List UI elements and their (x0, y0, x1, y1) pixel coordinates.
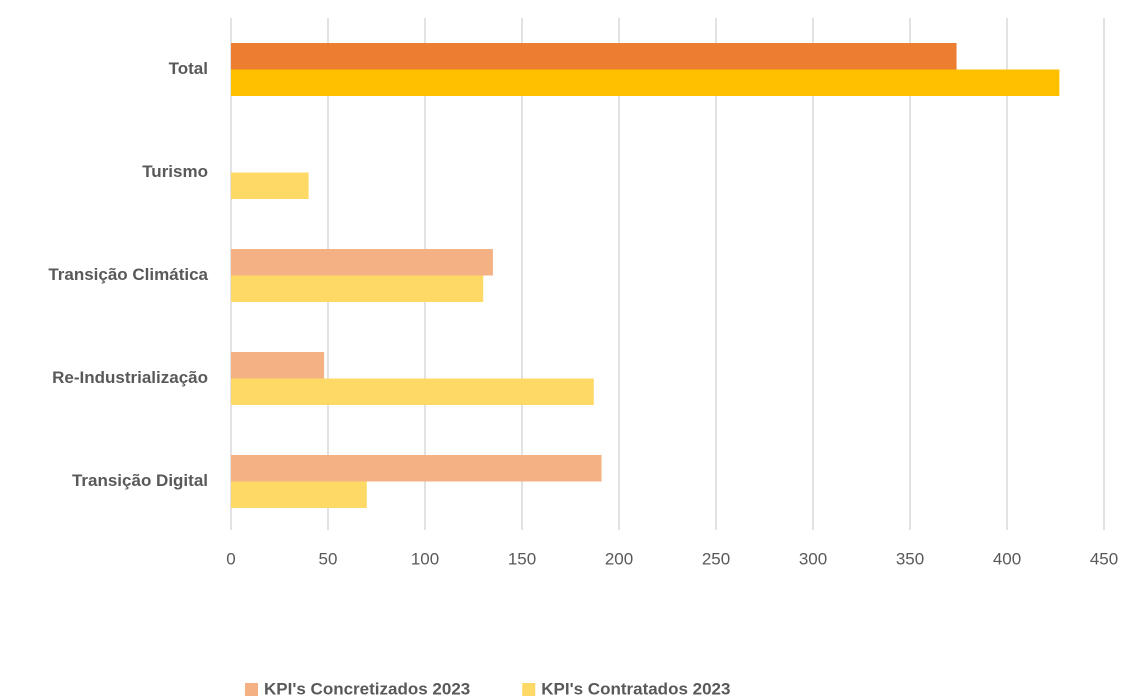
legend-swatch (245, 683, 258, 696)
bar (231, 352, 325, 379)
legend-label: KPI's Concretizados 2023 (264, 679, 470, 698)
x-tick-label: 100 (411, 549, 439, 568)
legend-label: KPI's Contratados 2023 (541, 679, 730, 698)
bar (231, 249, 493, 276)
bar (231, 43, 957, 70)
x-tick-label: 200 (605, 549, 633, 568)
bar (231, 69, 1060, 96)
x-tick-label: 250 (702, 549, 730, 568)
x-tick-label: 300 (799, 549, 827, 568)
x-tick-label: 450 (1090, 549, 1118, 568)
bar (231, 481, 367, 508)
x-tick-label: 50 (319, 549, 338, 568)
y-tick-label: Transição Climática (48, 265, 208, 284)
x-tick-label: 350 (896, 549, 924, 568)
y-tick-label: Turismo (142, 162, 208, 181)
bar (231, 455, 602, 482)
bar (231, 172, 309, 199)
y-tick-label: Transição Digital (72, 471, 208, 490)
bar (231, 275, 484, 302)
y-tick-label: Re-Industrialização (52, 368, 208, 387)
legend-swatch (522, 683, 536, 696)
x-tick-label: 150 (508, 549, 536, 568)
x-tick-label: 400 (993, 549, 1021, 568)
y-tick-label: Total (169, 59, 208, 78)
x-tick-label: 0 (226, 549, 235, 568)
bar (231, 378, 594, 405)
